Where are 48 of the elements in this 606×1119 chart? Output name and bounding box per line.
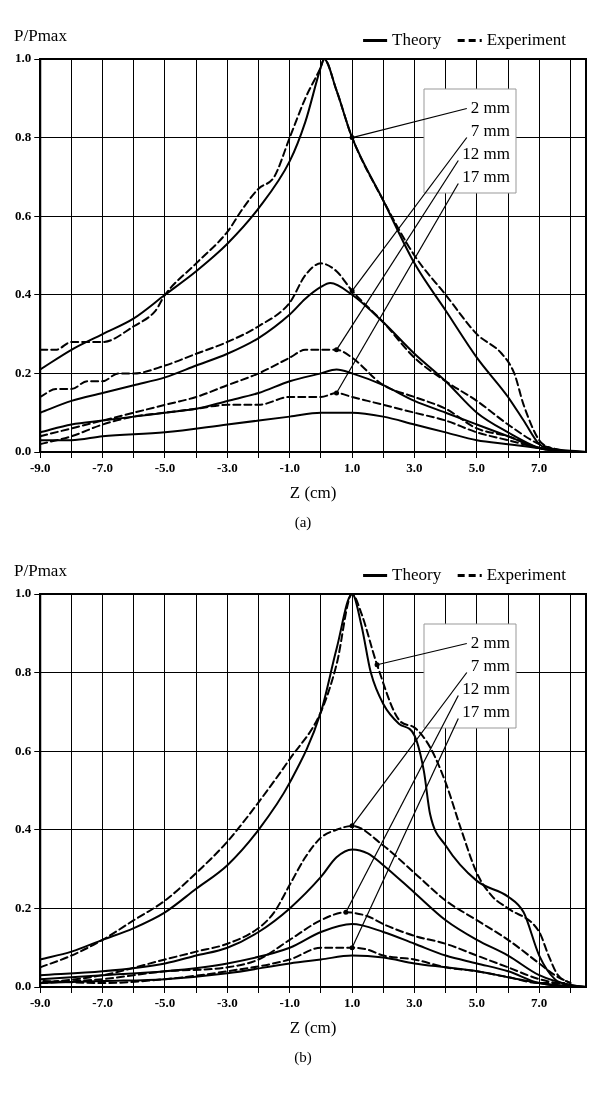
annotation: 2 mm — [470, 97, 510, 117]
y-tick-label: 0.8 — [15, 128, 32, 144]
y-tick-label: 0.8 — [15, 663, 32, 679]
annotation: 17 mm — [462, 166, 510, 186]
x-tick-label: -5.0 — [154, 460, 176, 476]
y-tick-label: 0.6 — [15, 207, 32, 223]
x-tick-label: 3.0 — [406, 995, 423, 1011]
annotation: 12 mm — [462, 678, 510, 698]
x-tick-label: 1.0 — [343, 995, 361, 1011]
x-tick-label: -1.0 — [279, 995, 301, 1011]
y-tick-label: 0.0 — [15, 443, 32, 459]
text: (b) — [293, 1049, 313, 1066]
y-tick-label: 0.0 — [15, 978, 32, 994]
y-axis-title: P/Pmax — [14, 560, 68, 580]
legend-label: Theory — [392, 564, 442, 584]
x-tick-label: 5.0 — [468, 460, 485, 476]
y-tick-label: 0.2 — [15, 364, 32, 380]
y-tick-label: 0.4 — [15, 821, 32, 837]
x-tick-label: 5.0 — [468, 995, 485, 1011]
x-tick-label: -3.0 — [217, 995, 238, 1011]
text: (a) — [293, 514, 313, 531]
x-tick-label: 1.0 — [343, 460, 361, 476]
x-axis-title: Z (cm) — [289, 483, 337, 503]
annotation: 2 mm — [470, 632, 510, 652]
annotation: 7 mm — [470, 120, 510, 140]
legend-label: Theory — [392, 29, 442, 49]
annotation: 17 mm — [462, 701, 510, 721]
annotation: 7 mm — [470, 655, 510, 675]
y-tick-label: 1.0 — [15, 50, 32, 66]
legend-label: Experiment — [486, 29, 567, 49]
x-axis-title: Z (cm) — [289, 1018, 337, 1038]
y-tick-label: 1.0 — [15, 585, 32, 601]
y-tick-label: 0.4 — [15, 286, 32, 302]
legend-label: Experiment — [486, 564, 567, 584]
x-tick-label: 7.0 — [531, 460, 548, 476]
y-axis-title: P/Pmax — [14, 25, 68, 45]
x-tick-label: -7.0 — [92, 995, 113, 1011]
x-tick-label: -3.0 — [217, 460, 238, 476]
annotation: 12 mm — [462, 143, 510, 163]
x-tick-label: -9.0 — [29, 995, 51, 1011]
x-tick-label: -1.0 — [279, 460, 301, 476]
x-tick-label: 7.0 — [531, 995, 548, 1011]
x-tick-label: -5.0 — [154, 995, 176, 1011]
x-tick-label: -9.0 — [29, 460, 51, 476]
y-tick-label: 0.6 — [15, 742, 32, 758]
y-tick-label: 0.2 — [15, 899, 32, 915]
x-tick-label: -7.0 — [92, 460, 113, 476]
x-tick-label: 3.0 — [406, 460, 423, 476]
